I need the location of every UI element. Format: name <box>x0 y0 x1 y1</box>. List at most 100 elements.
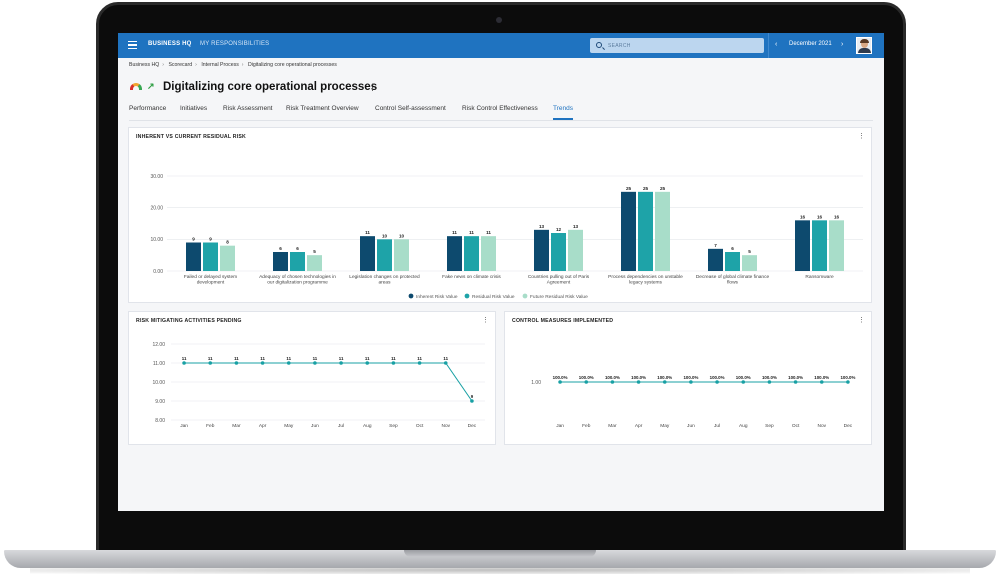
x-tick-label: Dec <box>844 423 853 429</box>
bar <box>829 220 844 271</box>
legend-label: Future Residual Risk Value <box>530 294 588 300</box>
brand-link[interactable]: BUSINESS HQ <box>148 41 192 47</box>
data-label: 100.0% <box>657 375 672 380</box>
x-tick-label: Dec <box>468 423 477 429</box>
card-menu-icon[interactable]: ⋮ <box>482 317 489 324</box>
breadcrumb-item[interactable]: Scorecard <box>168 62 193 68</box>
bar <box>655 191 670 271</box>
data-point <box>234 361 239 365</box>
data-point <box>391 361 396 365</box>
data-label: 100.0% <box>631 375 646 380</box>
period-label: December 2021 <box>789 41 832 47</box>
data-point <box>846 380 850 384</box>
x-tick-label: our digitalization programme <box>267 280 328 286</box>
data-label: 9 <box>192 237 195 242</box>
bar <box>742 255 757 271</box>
x-tick-label: Jun <box>687 423 695 429</box>
bar <box>186 242 201 271</box>
trend-arrow-icon: ↗ <box>147 81 155 91</box>
data-label: 6 <box>731 246 734 251</box>
data-label: 12 <box>556 227 562 232</box>
laptop-shadow <box>30 566 970 574</box>
data-point <box>793 380 798 384</box>
x-tick-label: Aug <box>739 423 748 429</box>
legend-marker <box>408 293 414 299</box>
data-label: 16 <box>817 214 823 219</box>
x-tick-label: Agreement <box>547 280 571 286</box>
data-label: 5 <box>748 249 751 254</box>
bar <box>394 239 409 271</box>
data-label: 100.0% <box>788 375 803 380</box>
data-point <box>182 361 186 365</box>
x-tick-label: Nov <box>817 423 826 429</box>
card-menu-icon[interactable]: ⋮ <box>858 317 865 324</box>
data-point <box>417 361 422 365</box>
breadcrumb-item[interactable]: Internal Process <box>201 62 239 68</box>
x-tick-label: Process dependencies on unstable <box>608 274 683 280</box>
data-point <box>470 399 474 403</box>
bar <box>360 236 375 271</box>
bar <box>551 233 566 271</box>
data-label: 16 <box>800 214 806 219</box>
tab-risk-control-effectiveness[interactable]: Risk Control Effectiveness <box>462 105 538 112</box>
x-tick-label: Apr <box>635 423 643 429</box>
data-point <box>741 380 746 384</box>
data-label: 11 <box>365 230 370 235</box>
y-tick-label: 11.00 <box>153 361 165 367</box>
data-label: 11 <box>339 356 344 361</box>
tab-control-self-assessment[interactable]: Control Self-assessment <box>375 105 446 112</box>
data-point <box>339 361 343 365</box>
prev-period-button[interactable]: ‹ <box>775 41 778 48</box>
data-label: 100.0% <box>553 375 568 380</box>
tab-risk-treatment-overview[interactable]: Risk Treatment Overview <box>286 105 359 112</box>
active-tab-indicator <box>553 118 573 120</box>
data-point <box>819 380 824 384</box>
data-label: 8 <box>226 240 229 245</box>
data-label: 100.0% <box>605 375 620 380</box>
bar <box>203 242 218 271</box>
x-tick-label: Oct <box>416 423 424 429</box>
my-responsibilities-link[interactable]: MY RESPONSIBILITIES <box>200 41 270 47</box>
search-input[interactable]: SEARCH <box>590 38 764 53</box>
data-label: 25 <box>643 186 649 191</box>
search-placeholder: SEARCH <box>608 42 631 49</box>
x-tick-label: Failed or delayed system <box>184 274 237 280</box>
x-tick-label: legacy systems <box>629 280 662 286</box>
bar <box>290 252 305 271</box>
data-label: 25 <box>626 186 632 191</box>
bar <box>377 239 392 271</box>
x-tick-label: Legislation changes on protected <box>349 274 420 280</box>
x-tick-label: Mar <box>608 423 617 429</box>
more-options-icon[interactable]: ⋮ <box>368 82 377 92</box>
data-label: 16 <box>834 214 840 219</box>
data-label: 100.0% <box>710 375 725 380</box>
card-menu-icon[interactable]: ⋮ <box>858 133 865 140</box>
tab-initiatives[interactable]: Initiatives <box>180 105 208 112</box>
control-line-chart: 1.00 100.0% 100.0% 100.0% 100.0% 100.0% 100.0%… <box>531 375 855 429</box>
tab-risk-assessment[interactable]: Risk Assessment <box>223 105 273 112</box>
bar <box>307 255 322 271</box>
x-tick-label: Sep <box>389 423 398 429</box>
x-tick-label: Aug <box>363 423 372 429</box>
tab-trends[interactable]: Trends <box>553 105 573 112</box>
laptop-base <box>4 550 996 568</box>
data-label: 11 <box>234 356 239 361</box>
menu-icon[interactable] <box>128 41 137 49</box>
x-tick-label: Countries pulling out of Paris <box>528 274 590 280</box>
bar <box>621 191 636 271</box>
data-point <box>610 380 615 384</box>
avatar[interactable] <box>856 37 872 54</box>
next-period-button[interactable]: › <box>841 41 844 48</box>
x-tick-label: areas <box>379 280 392 286</box>
x-tick-label: Adequacy of chosen technologies in <box>259 274 336 280</box>
data-label: 11 <box>286 356 291 361</box>
data-label: 11 <box>260 356 265 361</box>
data-point <box>286 361 291 365</box>
breadcrumb-item[interactable]: Business HQ <box>129 62 160 68</box>
search-icon <box>596 42 602 48</box>
bar <box>812 220 827 271</box>
data-label: 5 <box>313 249 316 254</box>
tab-performance[interactable]: Performance <box>129 105 167 112</box>
gauge-icon <box>130 83 142 90</box>
